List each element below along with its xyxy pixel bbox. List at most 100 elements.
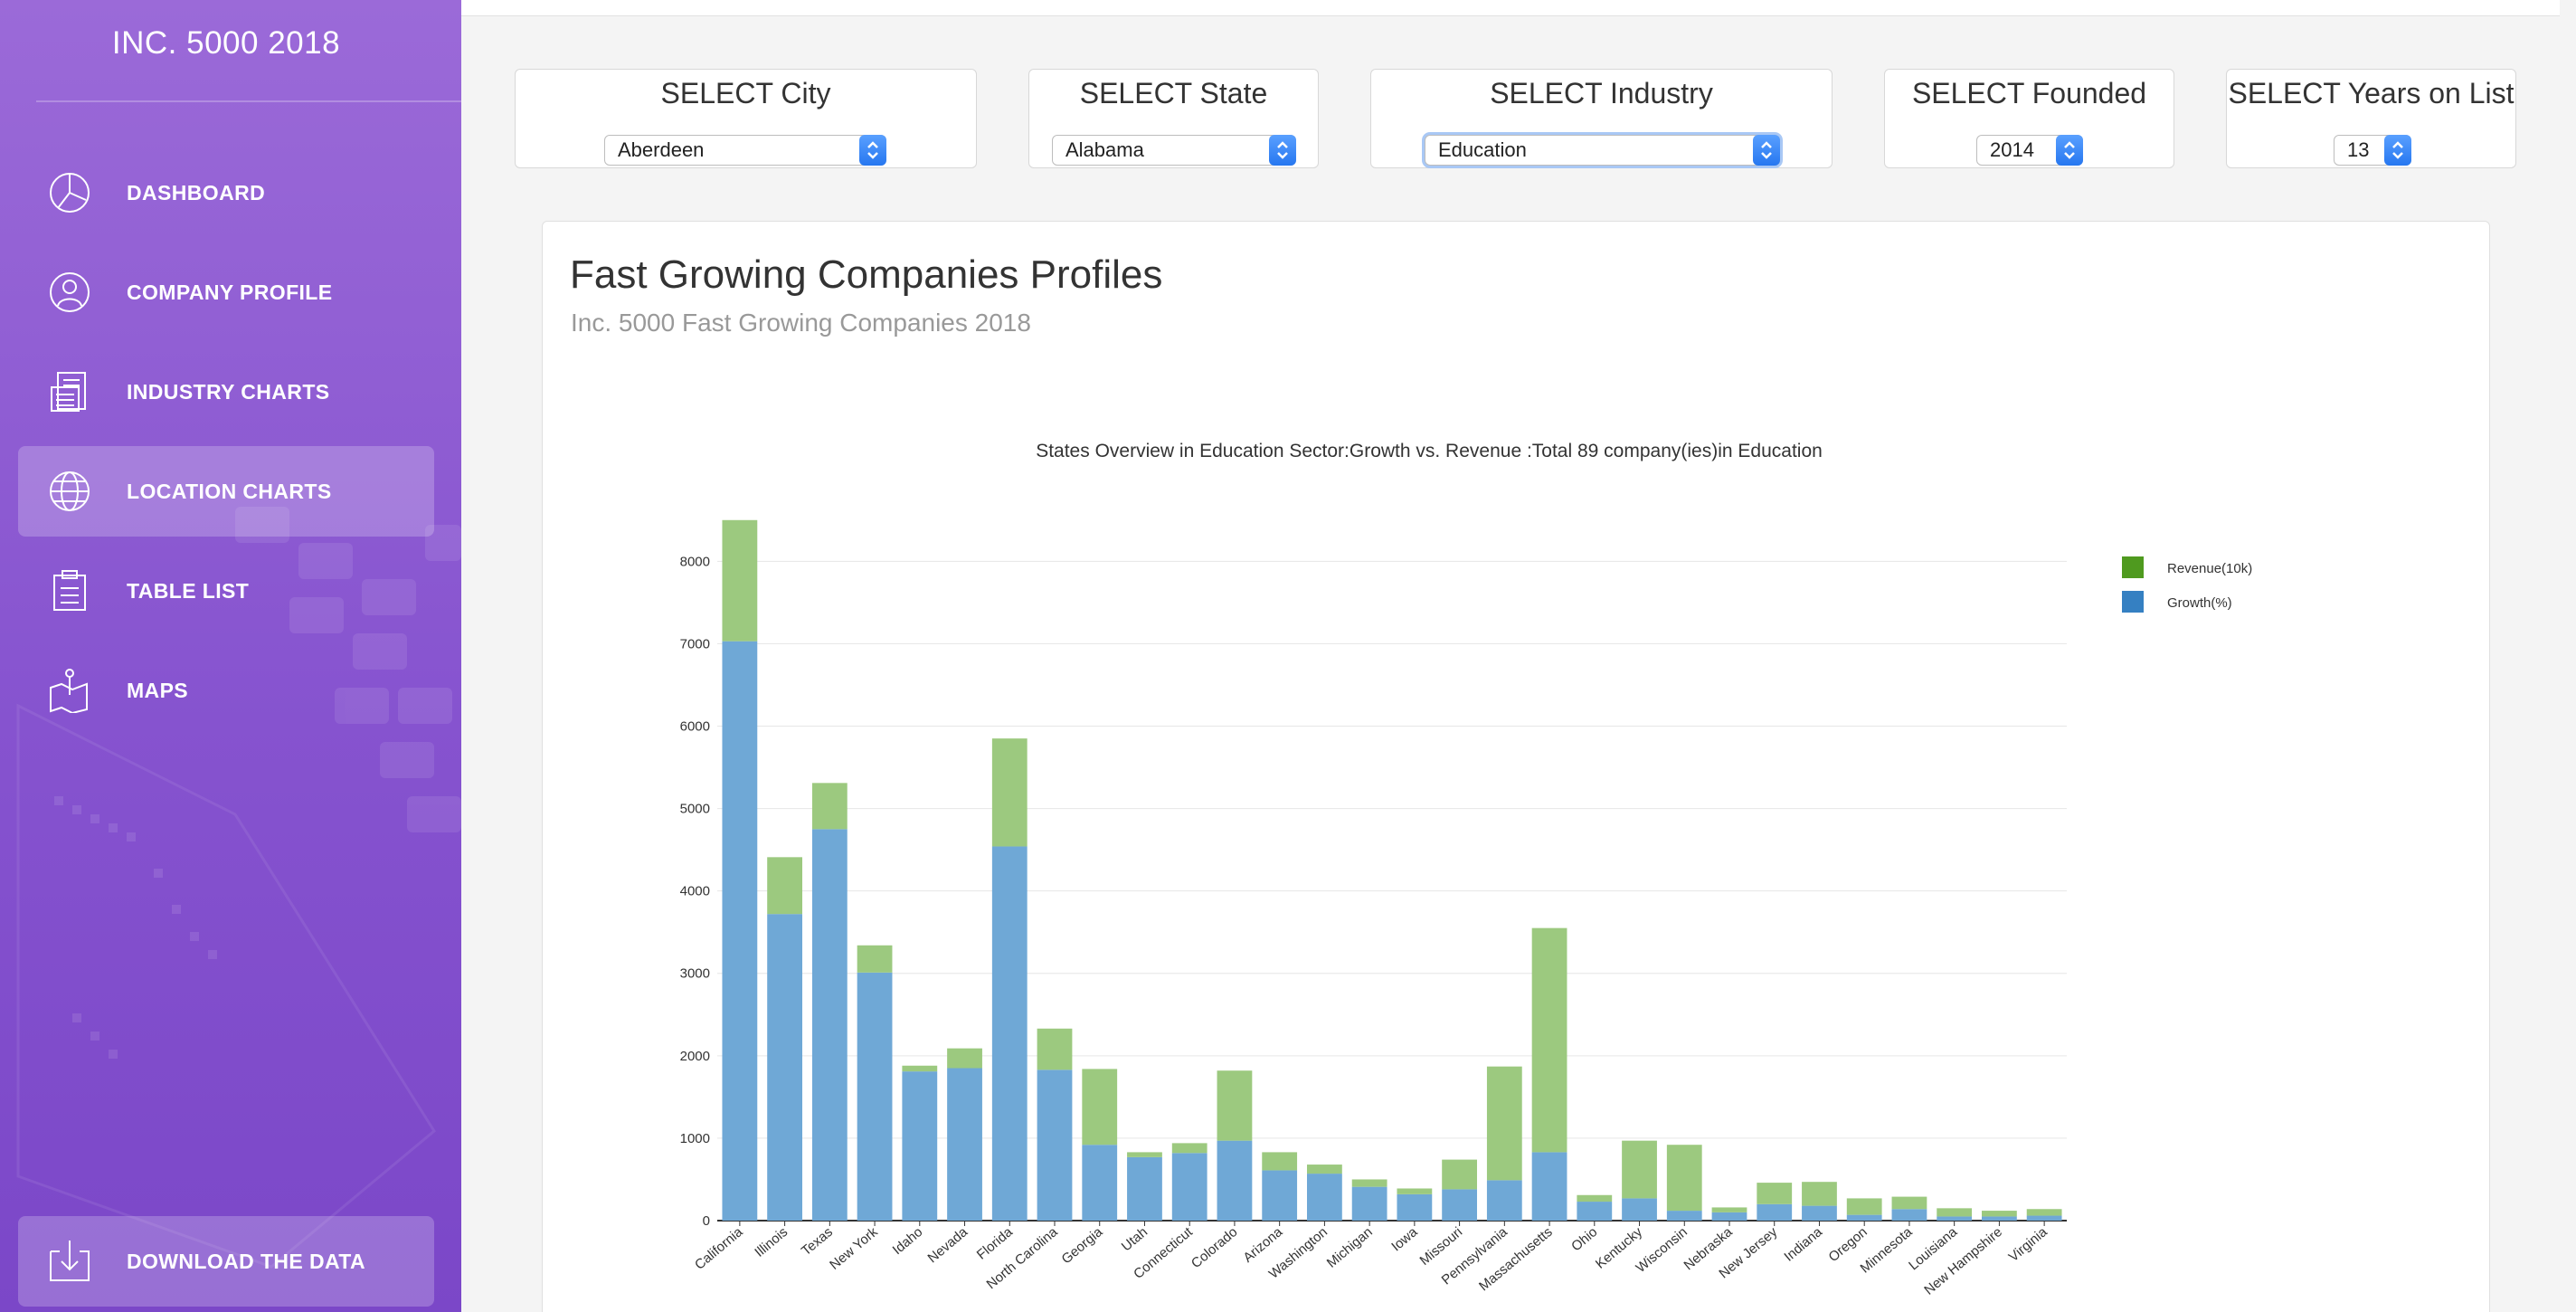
bar-revenue <box>1037 1028 1073 1070</box>
scrollbar[interactable] <box>2560 0 2576 1312</box>
bar-revenue <box>1666 1145 1702 1212</box>
y-tick-label: 6000 <box>680 718 710 734</box>
card-subtitle: Inc. 5000 Fast Growing Companies 2018 <box>571 309 1031 337</box>
bar-revenue <box>1486 1066 1522 1181</box>
globe-icon <box>50 471 90 511</box>
chart-title: States Overview in Education Sector:Grow… <box>1036 441 1823 461</box>
chevron-updown-icon <box>1753 135 1780 166</box>
chart-card: Fast Growing Companies Profiles Inc. 500… <box>542 221 2490 1312</box>
sidebar-item-dashboard[interactable]: DASHBOARD <box>18 147 434 238</box>
chevron-updown-icon <box>1269 135 1296 166</box>
x-tick-label: California <box>692 1224 746 1273</box>
x-tick-label: Indiana <box>1781 1224 1825 1265</box>
bar-revenue <box>811 783 848 830</box>
x-tick-label: Idaho <box>890 1224 926 1258</box>
years-select[interactable]: 13 <box>2334 135 2411 166</box>
bar-revenue <box>1577 1194 1613 1203</box>
bar-revenue <box>1127 1152 1162 1157</box>
bar-growth <box>902 1071 938 1221</box>
bar-growth <box>1397 1193 1433 1221</box>
legend-label: Revenue(10k) <box>2167 561 2252 576</box>
bar-revenue <box>722 519 758 642</box>
bar-growth <box>1666 1211 1702 1221</box>
bar-growth <box>1757 1203 1793 1221</box>
legend-swatch <box>2122 556 2144 578</box>
founded-select[interactable]: 2014 <box>1976 135 2083 166</box>
map-icon <box>50 669 88 713</box>
bar-growth <box>1307 1174 1342 1221</box>
bar-revenue <box>902 1065 938 1072</box>
years-filter-title: SELECT Years on List <box>2228 77 2514 109</box>
bar-growth <box>1082 1145 1118 1221</box>
bar-revenue <box>857 945 893 973</box>
logo-divider <box>36 100 461 102</box>
state-select[interactable]: Alabama <box>1052 135 1296 166</box>
sidebar-item-industry-charts[interactable]: INDUSTRY CHARTS <box>18 347 434 437</box>
bar-growth <box>947 1068 982 1221</box>
bar-growth <box>1127 1156 1162 1221</box>
x-tick-label: Florida <box>974 1224 1017 1263</box>
x-tick-label: Michigan <box>1324 1224 1376 1271</box>
sidebar-item-label: LOCATION CHARTS <box>127 479 332 503</box>
document-icon <box>51 372 86 412</box>
bar-revenue <box>1802 1182 1837 1206</box>
sidebar: INC. 5000 2018 DASHBOARD COMPANY PROFILE… <box>0 0 461 1312</box>
bar-growth <box>1171 1153 1208 1221</box>
bar-revenue <box>1757 1183 1793 1204</box>
bar-growth <box>1531 1152 1567 1221</box>
bar-revenue <box>1711 1207 1747 1212</box>
founded-filter: SELECT Founded 2014 <box>1884 69 2174 168</box>
bar-revenue <box>1082 1069 1118 1146</box>
x-tick-label: Texas <box>799 1224 836 1259</box>
bar-growth <box>722 641 758 1221</box>
bar-growth <box>1577 1202 1613 1221</box>
industry-select-value: Education <box>1438 138 1527 161</box>
download-data-label: DOWNLOAD THE DATA <box>127 1249 366 1273</box>
clipboard-icon <box>53 570 86 611</box>
founded-select-value: 2014 <box>1990 138 2034 161</box>
x-tick-label: Georgia <box>1058 1224 1105 1268</box>
years-filter: SELECT Years on List 13 <box>2226 69 2516 168</box>
sidebar-item-company-profile[interactable]: COMPANY PROFILE <box>18 247 434 338</box>
bar-revenue <box>1846 1198 1882 1215</box>
y-tick-label: 3000 <box>680 966 710 982</box>
bar-revenue <box>1217 1070 1253 1141</box>
x-tick-label: Virginia <box>2006 1224 2051 1265</box>
top-bar <box>461 0 2576 16</box>
bar-revenue <box>1442 1159 1477 1190</box>
bar-growth <box>991 846 1028 1221</box>
app-title: INC. 5000 2018 <box>111 25 341 61</box>
bar-revenue <box>991 738 1028 847</box>
sidebar-item-label: MAPS <box>127 678 189 702</box>
sidebar-item-label: INDUSTRY CHARTS <box>127 379 330 404</box>
x-tick-label: New Hampshire <box>1921 1224 2005 1298</box>
x-tick-label: Colorado <box>1189 1224 1241 1271</box>
y-tick-label: 2000 <box>680 1049 710 1064</box>
city-select[interactable]: Aberdeen <box>604 135 886 166</box>
x-tick-label: Illinois <box>752 1224 791 1260</box>
x-tick-label: Utah <box>1119 1224 1151 1254</box>
bar-revenue <box>1531 927 1567 1153</box>
bar-growth <box>1351 1186 1387 1221</box>
dashboard-icon <box>50 173 90 213</box>
x-tick-label: Nevada <box>925 1224 971 1267</box>
bar-revenue <box>1397 1188 1433 1194</box>
sidebar-item-location-charts[interactable]: LOCATION CHARTS <box>18 446 434 537</box>
bar-revenue <box>1171 1143 1208 1154</box>
bar-growth <box>2026 1215 2062 1221</box>
city-filter: SELECT City Aberdeen <box>515 69 977 168</box>
user-icon <box>50 272 90 312</box>
download-data-button[interactable]: DOWNLOAD THE DATA <box>18 1216 434 1307</box>
sidebar-item-label: TABLE LIST <box>127 578 250 603</box>
bar-growth <box>1037 1070 1073 1221</box>
bar-growth <box>1937 1216 1973 1221</box>
bar-revenue <box>1982 1211 2017 1217</box>
industry-select[interactable]: Education <box>1425 135 1780 166</box>
bar-growth <box>1982 1216 2017 1221</box>
bar-revenue <box>1937 1208 1973 1217</box>
sidebar-item-table-list[interactable]: TABLE LIST <box>18 546 434 636</box>
bar-revenue <box>947 1048 982 1069</box>
download-icon <box>50 1241 90 1281</box>
sidebar-item-maps[interactable]: MAPS <box>18 645 434 736</box>
legend-label: Growth(%) <box>2167 595 2232 611</box>
